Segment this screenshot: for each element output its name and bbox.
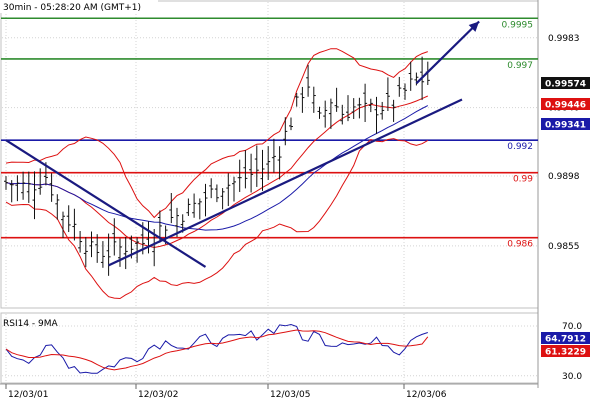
price-badge: 0.99341 [545, 121, 586, 131]
lower-band [5, 138, 429, 300]
rsi-tick-label: 30.0 [562, 372, 582, 382]
price-badge-bg [541, 77, 590, 89]
price-badge: 0.99446 [545, 101, 586, 111]
rsi-tick-label: 70.0 [562, 322, 582, 332]
trendline-rising [108, 98, 463, 267]
bollinger-bands [5, 48, 429, 300]
trendline-arrow [415, 20, 480, 85]
x-tick-label: 12/03/05 [270, 390, 310, 400]
rsi-series [5, 323, 429, 374]
arrowhead [468, 21, 480, 32]
level-label: 0.992 [507, 142, 533, 152]
price-tick-label: 0.9983 [548, 34, 580, 44]
rsi-label: RSI14 - 9MA [3, 319, 59, 329]
x-tick-label: 12/03/06 [406, 390, 447, 400]
trendline-falling [5, 139, 207, 268]
price-tick-label: 0.9855 [548, 242, 580, 252]
value-badges: 0.99574 0.99446 0.99341 64.7912 61.3229 [541, 77, 590, 358]
price-bars [4, 56, 430, 276]
upper-band [5, 48, 428, 219]
x-tick-label: 12/03/02 [138, 390, 178, 400]
x-tick-label: 12/03/01 [8, 390, 48, 400]
rsi-badge-bg [541, 332, 590, 344]
rsi-ma-line [5, 329, 429, 371]
rsi-badge-bg [541, 345, 590, 357]
horizontal-levels: 0.9995 0.997 0.992 0.99 0.986 [1, 17, 538, 250]
moving-average [5, 105, 429, 231]
price-panel [0, 0, 539, 309]
chart-header: 30min - 05:28:20 AM (GMT+1) [3, 3, 141, 13]
level-label: 0.997 [507, 61, 533, 71]
price-tick-label: 0.9898 [548, 172, 580, 182]
rsi-panel [0, 312, 539, 384]
rsi-badge: 61.3229 [545, 348, 586, 358]
trendlines [5, 20, 480, 268]
rsi-line [5, 323, 428, 374]
level-label: 0.986 [507, 240, 533, 250]
grid [2, 2, 537, 382]
rsi-badge: 64.7912 [545, 335, 586, 345]
price-badge-bg [541, 98, 590, 110]
level-label: 0.9995 [502, 20, 534, 30]
level-label: 0.99 [513, 175, 533, 185]
header-bg [0, 0, 158, 13]
price-badge: 0.99574 [545, 80, 586, 90]
price-badge-bg [541, 118, 590, 130]
